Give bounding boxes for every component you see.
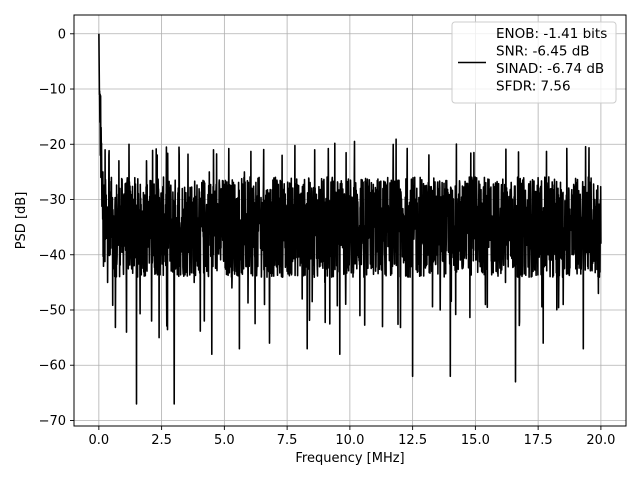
legend-entry-snr: SNR: -6.45 dB: [496, 44, 590, 60]
legend-entry-sfdr: SFDR: 7.56: [496, 79, 571, 95]
x-tick-label: 15.0: [461, 433, 490, 448]
x-tick-label: 2.5: [151, 433, 172, 448]
legend-entry-enob: ENOB: -1.41 bits: [496, 26, 607, 42]
x-tick-label: 17.5: [524, 433, 553, 448]
y-tick-label: −60: [39, 359, 66, 374]
x-tick-label: 12.5: [398, 433, 427, 448]
legend-entry-sinad: SINAD: -6.74 dB: [496, 61, 604, 77]
y-tick-label: −10: [39, 83, 66, 98]
y-tick-label: −50: [39, 303, 66, 318]
series-line-psd: [98, 33, 602, 405]
legend: ENOB: -1.41 bits SNR: -6.45 dB SINAD: -6…: [451, 21, 617, 104]
x-tick-label: 10.0: [335, 433, 364, 448]
y-tick-label: −30: [39, 193, 66, 208]
legend-box: [451, 21, 617, 104]
plot-area: [98, 33, 602, 405]
x-tick-label: 5.0: [214, 433, 235, 448]
y-tick-label: −70: [39, 414, 66, 429]
y-tick-label: −40: [39, 248, 66, 263]
y-axis: 0 −10 −20 −30 −40 −50 −60 −70: [39, 27, 74, 429]
x-tick-label: 0.0: [89, 433, 110, 448]
x-axis: 0.0 2.5 5.0 7.5 10.0 12.5 15.0 17.5 20.0: [89, 426, 615, 448]
y-axis-label: PSD [dB]: [14, 192, 29, 250]
x-axis-label: Frequency [MHz]: [295, 451, 404, 466]
x-tick-label: 20.0: [586, 433, 615, 448]
y-tick-label: −20: [39, 138, 66, 153]
y-tick-label: 0: [58, 27, 66, 42]
x-tick-label: 7.5: [277, 433, 298, 448]
